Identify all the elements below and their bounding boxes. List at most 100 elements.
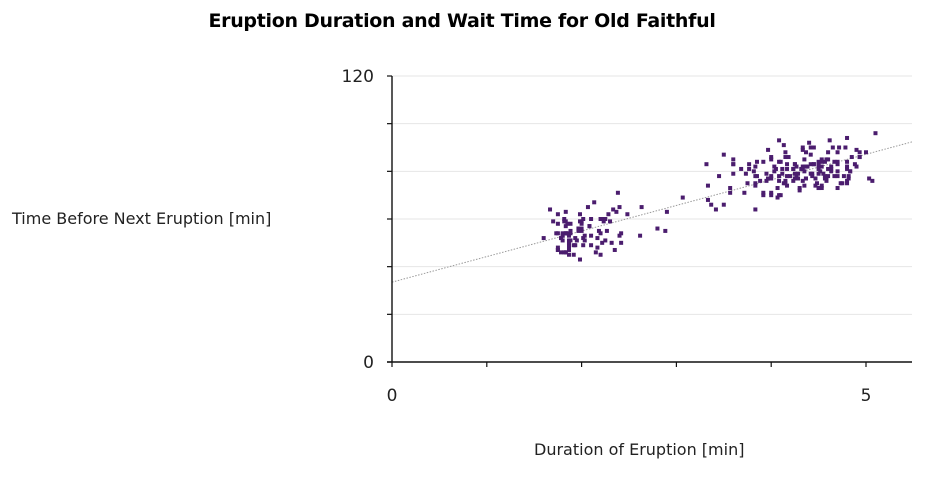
data-point bbox=[579, 226, 584, 231]
data-point bbox=[816, 164, 821, 169]
data-point bbox=[829, 164, 834, 169]
data-point bbox=[813, 176, 818, 181]
y-axis-label: Time Before Next Eruption [min] bbox=[12, 209, 272, 228]
chart-title: Eruption Duration and Wait Time for Old … bbox=[208, 10, 716, 32]
data-point bbox=[753, 207, 758, 212]
data-point bbox=[555, 245, 560, 250]
data-point bbox=[824, 157, 829, 162]
data-point bbox=[792, 171, 797, 176]
data-point bbox=[589, 243, 594, 248]
data-point bbox=[808, 162, 813, 167]
data-point bbox=[680, 195, 685, 200]
data-point bbox=[606, 212, 611, 217]
data-point bbox=[731, 157, 736, 162]
data-point bbox=[854, 164, 859, 169]
data-point bbox=[846, 174, 851, 179]
data-point bbox=[835, 162, 840, 167]
data-point bbox=[581, 243, 586, 248]
data-point bbox=[566, 252, 571, 257]
data-point bbox=[541, 236, 546, 241]
data-point bbox=[808, 145, 813, 150]
data-point bbox=[848, 169, 853, 174]
data-point bbox=[783, 178, 788, 183]
data-point bbox=[612, 247, 617, 252]
data-point bbox=[562, 219, 567, 224]
data-point bbox=[551, 219, 556, 224]
data-point bbox=[619, 231, 624, 236]
data-point bbox=[555, 221, 560, 226]
data-point bbox=[761, 159, 766, 164]
data-point bbox=[845, 178, 850, 183]
data-point bbox=[822, 159, 827, 164]
data-point bbox=[717, 174, 722, 179]
data-point bbox=[764, 171, 769, 176]
data-point bbox=[819, 157, 824, 162]
data-point bbox=[772, 169, 777, 174]
data-point bbox=[841, 174, 846, 179]
data-point bbox=[709, 202, 714, 207]
data-point bbox=[614, 209, 619, 214]
data-point bbox=[745, 181, 750, 186]
data-point bbox=[560, 231, 565, 236]
data-point bbox=[559, 250, 564, 255]
data-point bbox=[845, 159, 850, 164]
data-point bbox=[568, 221, 573, 226]
data-point bbox=[802, 157, 807, 162]
data-point bbox=[571, 252, 576, 257]
data-point bbox=[827, 138, 832, 143]
data-point bbox=[568, 228, 573, 233]
data-point bbox=[783, 181, 788, 186]
data-point bbox=[563, 224, 568, 229]
data-point bbox=[761, 193, 766, 198]
data-point bbox=[785, 183, 790, 188]
data-point bbox=[854, 147, 859, 152]
data-point bbox=[785, 162, 790, 167]
data-point bbox=[822, 174, 827, 179]
data-point bbox=[845, 166, 850, 171]
data-point bbox=[721, 202, 726, 207]
data-point bbox=[765, 176, 770, 181]
data-point bbox=[566, 245, 571, 250]
data-point bbox=[577, 257, 582, 262]
data-point bbox=[565, 221, 570, 226]
data-point bbox=[819, 186, 824, 191]
data-point bbox=[585, 205, 590, 210]
data-point bbox=[870, 178, 875, 183]
data-point bbox=[560, 238, 565, 243]
data-point bbox=[609, 240, 614, 245]
data-point bbox=[769, 155, 774, 160]
data-point bbox=[829, 166, 834, 171]
x-axis-label: Duration of Eruption [min] bbox=[534, 440, 745, 459]
data-point bbox=[786, 155, 791, 160]
data-point bbox=[783, 155, 788, 160]
data-point bbox=[664, 209, 669, 214]
data-point bbox=[739, 166, 744, 171]
data-point bbox=[753, 181, 758, 186]
data-point bbox=[818, 169, 823, 174]
data-point bbox=[761, 190, 766, 195]
data-point bbox=[797, 188, 802, 193]
data-point bbox=[816, 159, 821, 164]
data-point bbox=[576, 228, 581, 233]
data-point bbox=[663, 228, 668, 233]
data-point bbox=[846, 176, 851, 181]
data-point bbox=[593, 250, 598, 255]
data-point bbox=[821, 171, 826, 176]
data-point bbox=[785, 166, 790, 171]
data-point bbox=[600, 240, 605, 245]
data-point bbox=[747, 162, 752, 167]
data-point bbox=[816, 171, 821, 176]
data-point bbox=[568, 238, 573, 243]
data-point bbox=[807, 140, 812, 145]
data-point bbox=[845, 164, 850, 169]
data-point bbox=[773, 166, 778, 171]
data-point bbox=[835, 174, 840, 179]
data-point bbox=[796, 176, 801, 181]
data-point bbox=[837, 145, 842, 150]
data-point bbox=[849, 155, 854, 160]
data-point bbox=[808, 171, 813, 176]
data-point bbox=[832, 159, 837, 164]
y-tick-label: 120 bbox=[342, 67, 374, 87]
data-point bbox=[832, 174, 837, 179]
data-point bbox=[802, 183, 807, 188]
